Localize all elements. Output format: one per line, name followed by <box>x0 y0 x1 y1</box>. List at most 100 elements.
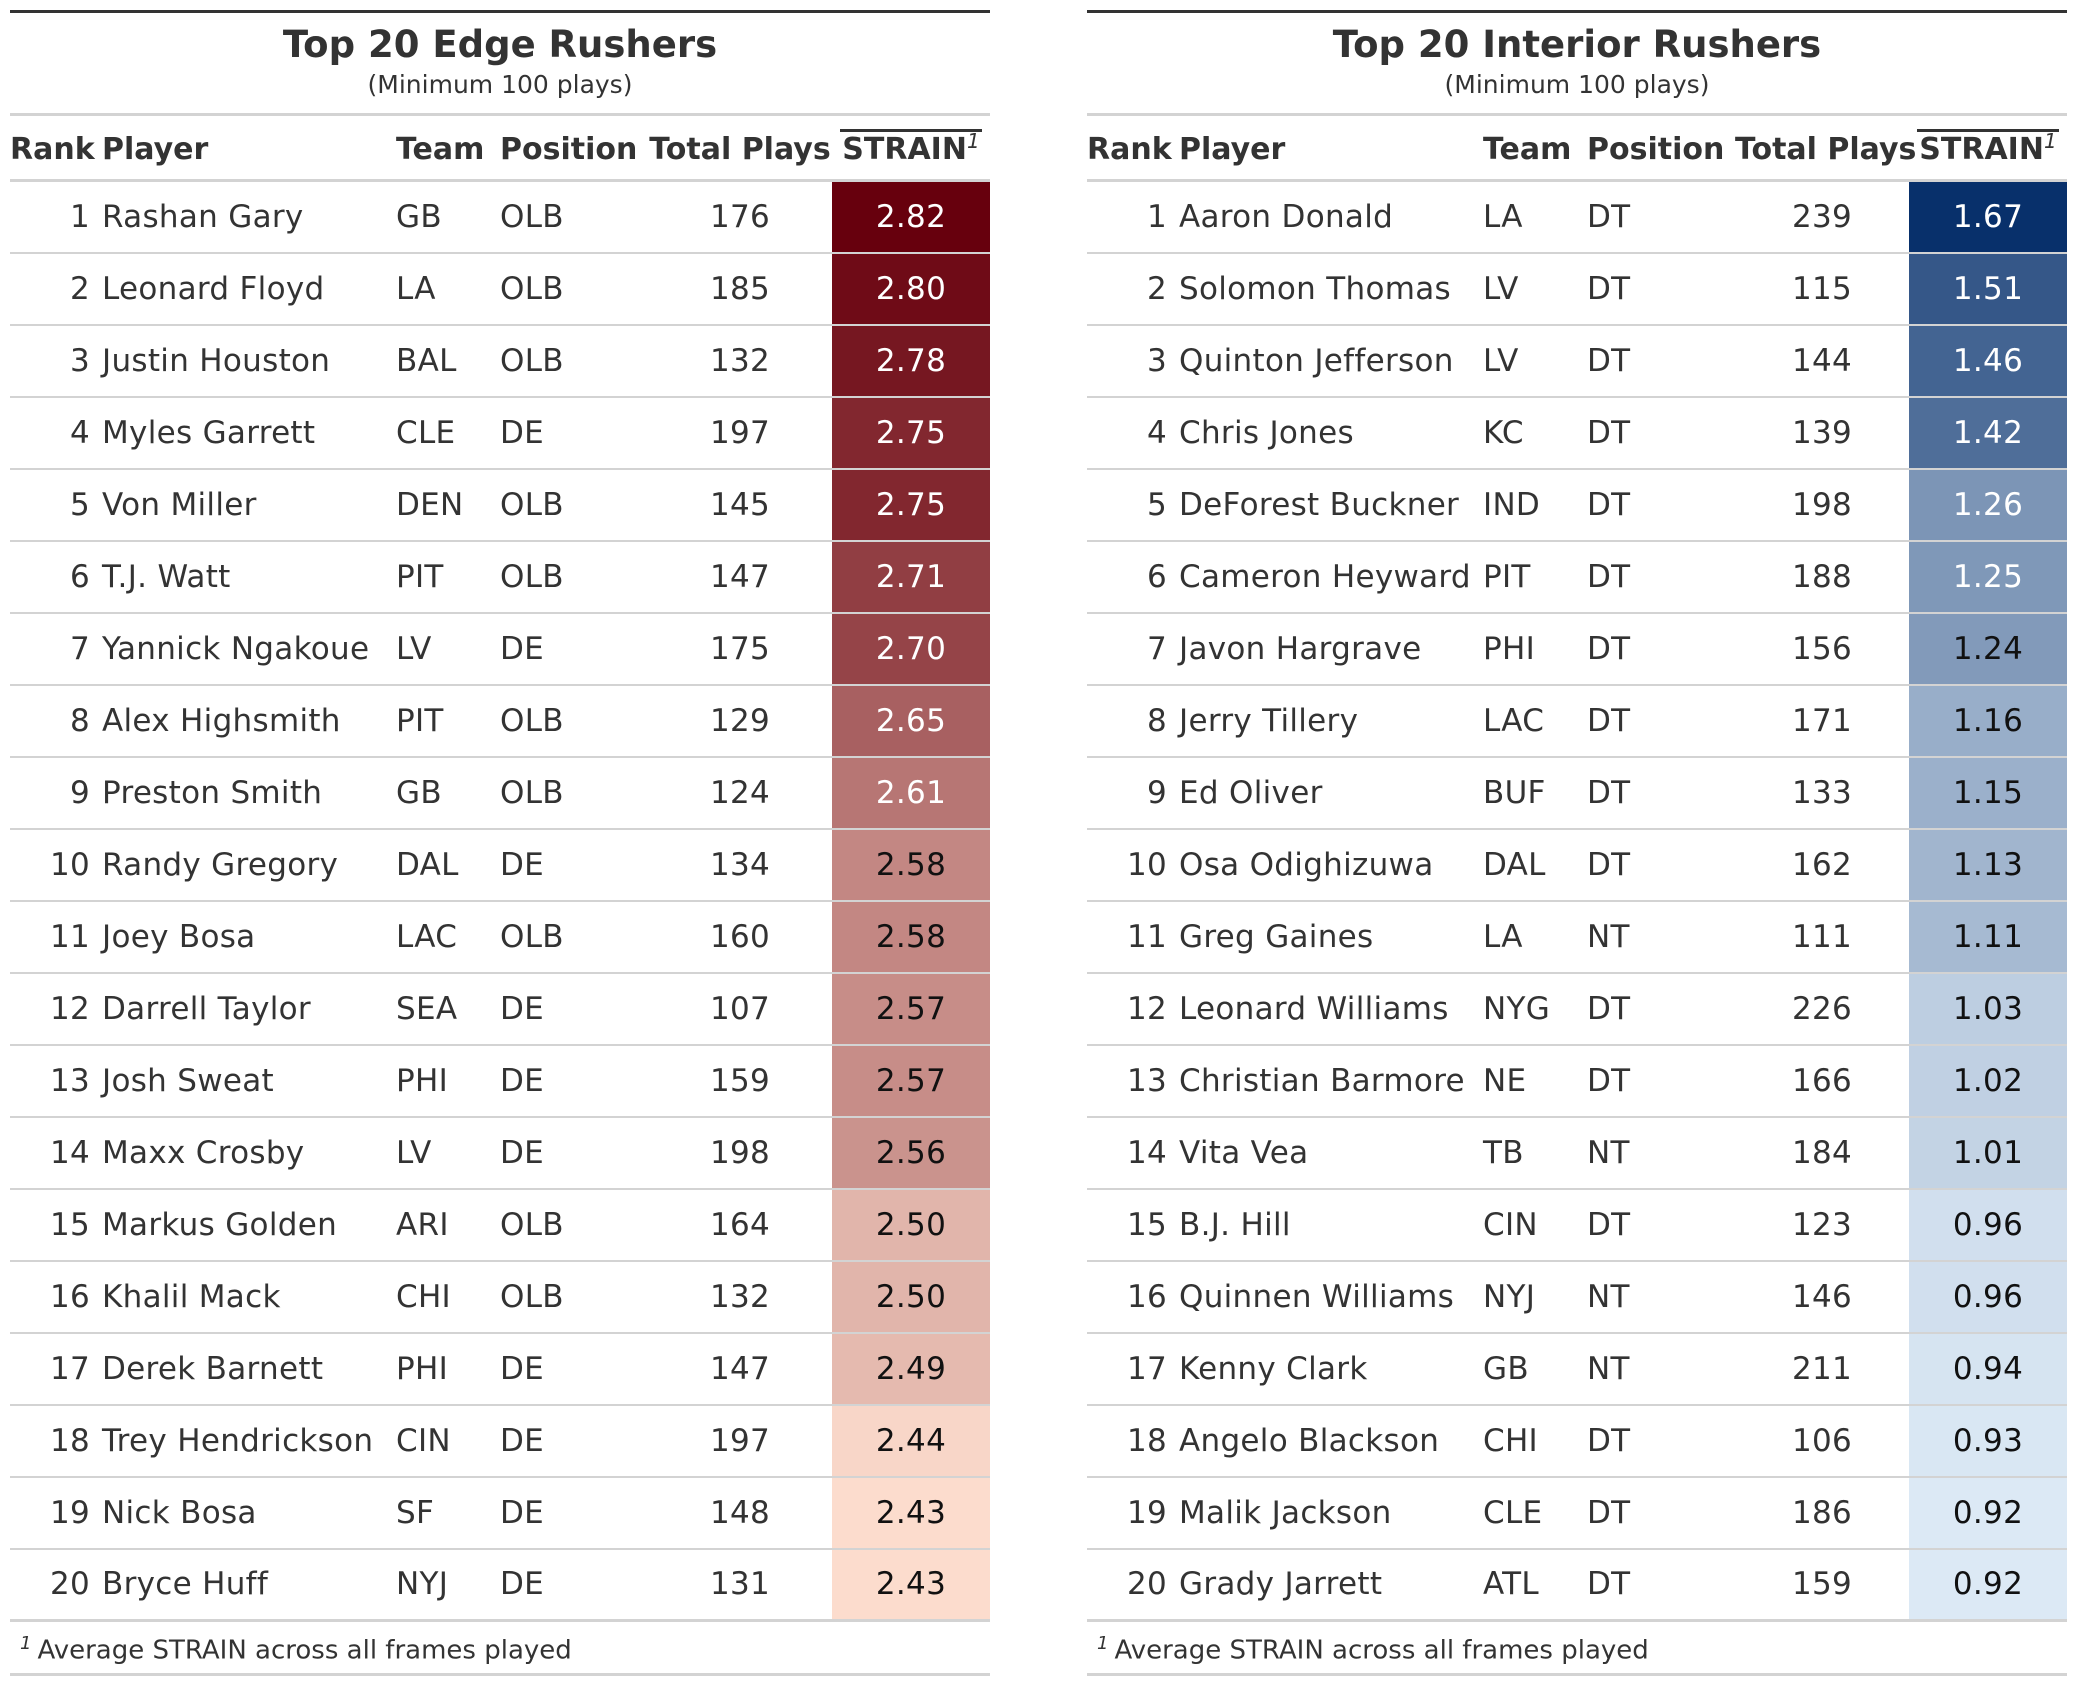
player-cell: Joey Bosa <box>102 918 256 955</box>
col-header-rank: Rank <box>1087 132 1172 167</box>
player-cell: T.J. Watt <box>102 558 231 595</box>
strain-cell: 2.50 <box>832 1260 990 1333</box>
team-cell: CIN <box>396 1422 451 1459</box>
total-plays-cell: 159 <box>709 1062 771 1099</box>
rank-cell: 20 <box>49 1566 90 1603</box>
strain-cell: 2.56 <box>832 1116 990 1189</box>
total-plays-cell: 211 <box>1791 1350 1853 1387</box>
total-plays-cell: 156 <box>1791 630 1853 667</box>
team-cell: BAL <box>396 342 457 379</box>
strain-cell: 2.43 <box>832 1476 990 1549</box>
player-cell: Myles Garrett <box>102 414 316 451</box>
team-cell: LAC <box>396 918 458 955</box>
team-cell: BUF <box>1483 774 1546 811</box>
total-plays-cell: 186 <box>1791 1494 1853 1531</box>
rank-cell: 2 <box>69 270 90 307</box>
strain-cell: 1.42 <box>1909 396 2067 469</box>
table-row: 4 Myles Garrett CLE DE 197 2.75 <box>10 396 990 469</box>
strain-cell: 2.71 <box>832 540 990 613</box>
total-plays-cell: 111 <box>1791 918 1853 955</box>
player-cell: Kenny Clark <box>1179 1350 1368 1387</box>
position-cell: DT <box>1587 342 1631 379</box>
strain-cell: 0.92 <box>1909 1548 2067 1621</box>
position-cell: DE <box>500 1134 545 1171</box>
team-cell: NE <box>1483 1062 1527 1099</box>
header-row: Rank Player Team Position Total Plays ST… <box>10 114 990 181</box>
total-plays-cell: 160 <box>709 918 771 955</box>
col-header-team: Team <box>396 132 485 167</box>
strain-cell: 2.58 <box>832 900 990 973</box>
team-cell: LA <box>1483 198 1523 235</box>
total-plays-cell: 139 <box>1791 414 1853 451</box>
strain-cell: 1.13 <box>1909 828 2067 901</box>
strain-cell: 2.49 <box>832 1332 990 1405</box>
col-header-team: Team <box>1483 132 1572 167</box>
player-cell: Preston Smith <box>102 774 323 811</box>
rank-cell: 16 <box>1126 1278 1167 1315</box>
total-plays-cell: 166 <box>1791 1062 1853 1099</box>
position-cell: DT <box>1587 558 1631 595</box>
team-cell: LV <box>396 1134 432 1171</box>
interior-rushers-table-panel: Top 20 Interior Rushers (Minimum 100 pla… <box>1087 10 2067 1676</box>
total-plays-cell: 132 <box>709 342 771 379</box>
edge-rushers-table-panel: Top 20 Edge Rushers (Minimum 100 plays) … <box>10 10 990 1676</box>
position-cell: DT <box>1587 1566 1631 1603</box>
rank-cell: 17 <box>49 1350 90 1387</box>
table-footnote: 1 Average STRAIN across all frames played <box>10 1622 990 1676</box>
strain-cell: 0.92 <box>1909 1476 2067 1549</box>
position-cell: OLB <box>500 774 564 811</box>
header-row: Rank Player Team Position Total Plays ST… <box>1087 114 2067 181</box>
rank-cell: 1 <box>69 198 90 235</box>
player-cell: Josh Sweat <box>102 1062 275 1099</box>
rank-cell: 2 <box>1146 270 1167 307</box>
position-cell: OLB <box>500 918 564 955</box>
player-cell: Justin Houston <box>102 342 331 379</box>
table-row: 11 Joey Bosa LAC OLB 160 2.58 <box>10 900 990 973</box>
position-cell: NT <box>1587 918 1630 955</box>
position-cell: DE <box>500 1566 545 1603</box>
team-cell: LV <box>1483 342 1519 379</box>
team-cell: CIN <box>1483 1206 1538 1243</box>
total-plays-cell: 147 <box>709 1350 771 1387</box>
rank-cell: 12 <box>1126 990 1167 1027</box>
table-row: 4 Chris Jones KC DT 139 1.42 <box>1087 396 2067 469</box>
strain-cell: 2.57 <box>832 1044 990 1117</box>
table-body: 1 Aaron Donald LA DT 239 1.67 2 Solomon Thomas L… <box>1087 180 2067 1621</box>
table-row: 17 Kenny Clark GB NT 211 0.94 <box>1087 1332 2067 1405</box>
team-cell: LA <box>396 270 436 307</box>
player-cell: B.J. Hill <box>1179 1206 1291 1243</box>
col-header-strain: STRAIN1 <box>840 129 982 167</box>
team-cell: PHI <box>396 1350 449 1387</box>
strain-cell: 1.24 <box>1909 612 2067 685</box>
team-cell: CHI <box>1483 1422 1538 1459</box>
table-row: 19 Malik Jackson CLE DT 186 0.92 <box>1087 1476 2067 1549</box>
position-cell: OLB <box>500 702 564 739</box>
position-cell: DT <box>1587 990 1631 1027</box>
player-cell: Ed Oliver <box>1179 774 1323 811</box>
strain-cell: 0.96 <box>1909 1260 2067 1333</box>
table-footnote: 1 Average STRAIN across all frames played <box>1087 1622 2067 1676</box>
position-cell: OLB <box>500 198 564 235</box>
total-plays-cell: 124 <box>709 774 771 811</box>
player-cell: Leonard Floyd <box>102 270 325 307</box>
total-plays-cell: 106 <box>1791 1422 1853 1459</box>
top-rule <box>10 10 990 13</box>
interior-rushers-table: Rank Player Team Position Total Plays ST… <box>1087 113 2067 1622</box>
col-header-position: Position <box>500 132 638 167</box>
player-cell: Grady Jarrett <box>1179 1566 1383 1603</box>
strain-cell: 1.02 <box>1909 1044 2067 1117</box>
table-row: 1 Rashan Gary GB OLB 176 2.82 <box>10 180 990 253</box>
team-cell: PIT <box>1483 558 1531 595</box>
player-cell: Jerry Tillery <box>1179 702 1359 739</box>
team-cell: ARI <box>396 1206 449 1243</box>
strain-cell: 2.82 <box>832 180 990 253</box>
position-cell: DT <box>1587 1422 1631 1459</box>
team-cell: IND <box>1483 486 1541 523</box>
team-cell: DEN <box>396 486 464 523</box>
team-cell: PIT <box>396 558 444 595</box>
position-cell: NT <box>1587 1278 1630 1315</box>
total-plays-cell: 239 <box>1791 198 1853 235</box>
table-row: 3 Quinton Jefferson LV DT 144 1.46 <box>1087 324 2067 397</box>
total-plays-cell: 198 <box>709 1134 771 1171</box>
table-row: 2 Solomon Thomas LV DT 115 1.51 <box>1087 252 2067 325</box>
